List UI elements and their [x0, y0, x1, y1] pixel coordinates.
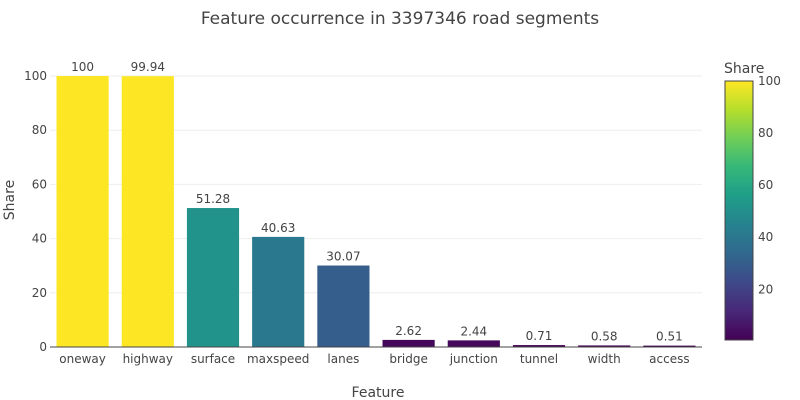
bar — [121, 76, 174, 347]
colorbar-ticks: 20 40 60 80 100 — [758, 74, 781, 296]
bar — [252, 236, 305, 347]
bar — [186, 208, 240, 347]
colorbar-tick-label: 20 — [758, 282, 773, 296]
bar — [447, 340, 500, 347]
x-tick-label: highway — [123, 352, 173, 366]
colorbar: Share 20 40 60 80 100 — [724, 61, 781, 341]
x-tick-label: oneway — [59, 352, 106, 366]
x-tick-label: lanes — [327, 352, 359, 366]
x-tick-label: surface — [191, 352, 235, 366]
colorbar-tick-label: 40 — [758, 230, 773, 244]
y-tick-label: 60 — [32, 177, 47, 191]
bar — [56, 76, 109, 347]
bar — [578, 345, 631, 347]
data-label: 0.58 — [591, 329, 618, 343]
data-label: 0.71 — [526, 329, 553, 343]
x-tick-label: width — [588, 352, 621, 366]
bar — [512, 345, 566, 347]
y-tick-label: 0 — [39, 340, 47, 354]
colorbar-title: Share — [724, 61, 764, 77]
data-label: 30.07 — [326, 250, 360, 264]
bar — [317, 265, 370, 347]
x-tick-label: bridge — [389, 352, 428, 366]
x-tick-label: tunnel — [520, 352, 558, 366]
x-tick-label: access — [649, 352, 689, 366]
colorbar-tick-label: 100 — [758, 74, 781, 88]
data-label: 2.44 — [460, 324, 487, 338]
y-axis-title: Share — [2, 180, 18, 220]
data-label: 40.63 — [261, 221, 295, 235]
data-labels: 100 99.94 51.28 40.63 30.07 2.62 2.44 0.71 0.58 0… — [71, 60, 683, 344]
y-tick-label: 40 — [32, 232, 47, 246]
bar — [643, 345, 696, 347]
x-axis-title: Feature — [352, 385, 405, 400]
y-axis-ticks: 0 20 40 60 80 100 — [24, 69, 47, 354]
data-label: 0.51 — [656, 330, 683, 344]
data-label: 2.62 — [395, 324, 422, 338]
chart-title: Feature occurrence in 3397346 road segme… — [201, 9, 599, 29]
y-tick-label: 20 — [32, 286, 47, 300]
data-label: 99.94 — [131, 60, 165, 74]
colorbar-gradient — [724, 80, 754, 341]
x-tick-label: junction — [449, 352, 498, 366]
data-label: 51.28 — [196, 192, 230, 206]
x-tick-label: maxspeed — [247, 352, 309, 366]
y-tick-label: 100 — [24, 69, 47, 83]
colorbar-tick-label: 80 — [758, 126, 773, 140]
data-label: 100 — [71, 60, 94, 74]
bar — [382, 339, 435, 347]
y-tick-label: 80 — [32, 123, 47, 137]
x-axis-ticks: oneway highway surface maxspeed lanes bridge j… — [59, 352, 689, 366]
colorbar-tick-label: 60 — [758, 178, 773, 192]
bars — [56, 76, 696, 347]
